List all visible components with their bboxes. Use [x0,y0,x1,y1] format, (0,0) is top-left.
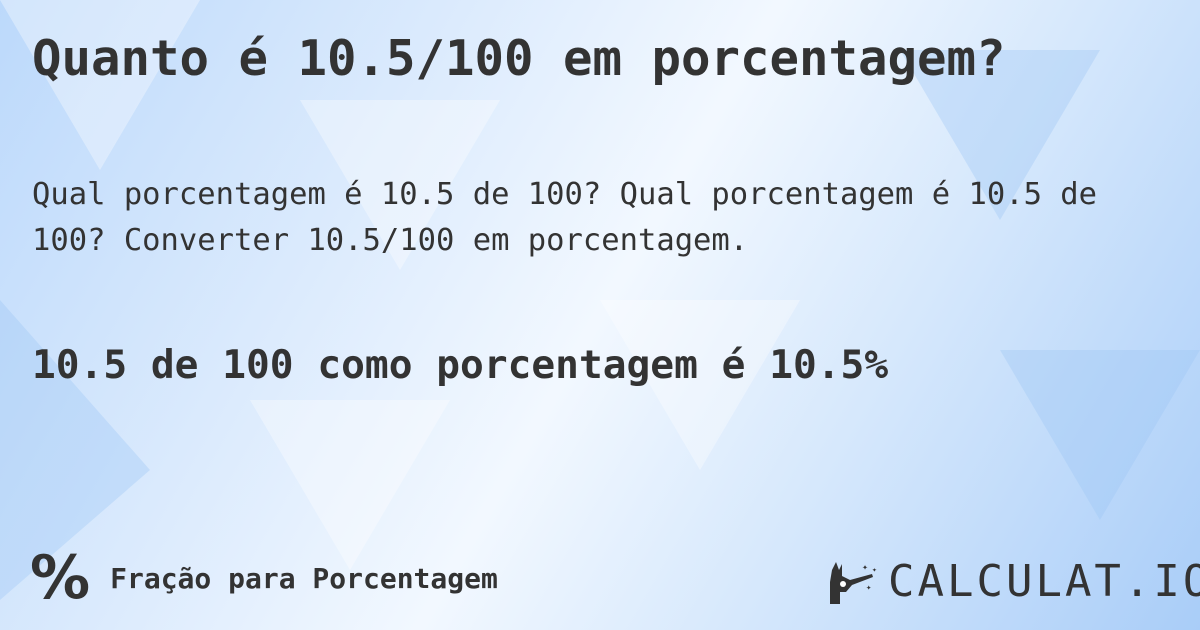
result-text: 10.5 de 100 como porcentagem é 10.5% [32,342,889,388]
logo-text: CALCULAT.IO [888,556,1200,607]
calculat-logo[interactable]: ✦ ✦ ✦ CALCULAT.IO [828,556,1200,607]
percent-icon: % [30,543,91,613]
page-title: Quanto é 10.5/100 em porcentagem? [32,30,1006,87]
svg-text:✦: ✦ [872,565,877,574]
category-label: Fração para Porcentagem [110,561,498,595]
description: Qual porcentagem é 10.5 de 100? Qual por… [32,177,1098,258]
svg-text:✦: ✦ [866,583,872,593]
category-link[interactable]: % Fração para Porcentagem [30,548,498,608]
magic-hand-icon: ✦ ✦ ✦ [830,561,877,604]
svg-text:✦: ✦ [862,562,868,573]
